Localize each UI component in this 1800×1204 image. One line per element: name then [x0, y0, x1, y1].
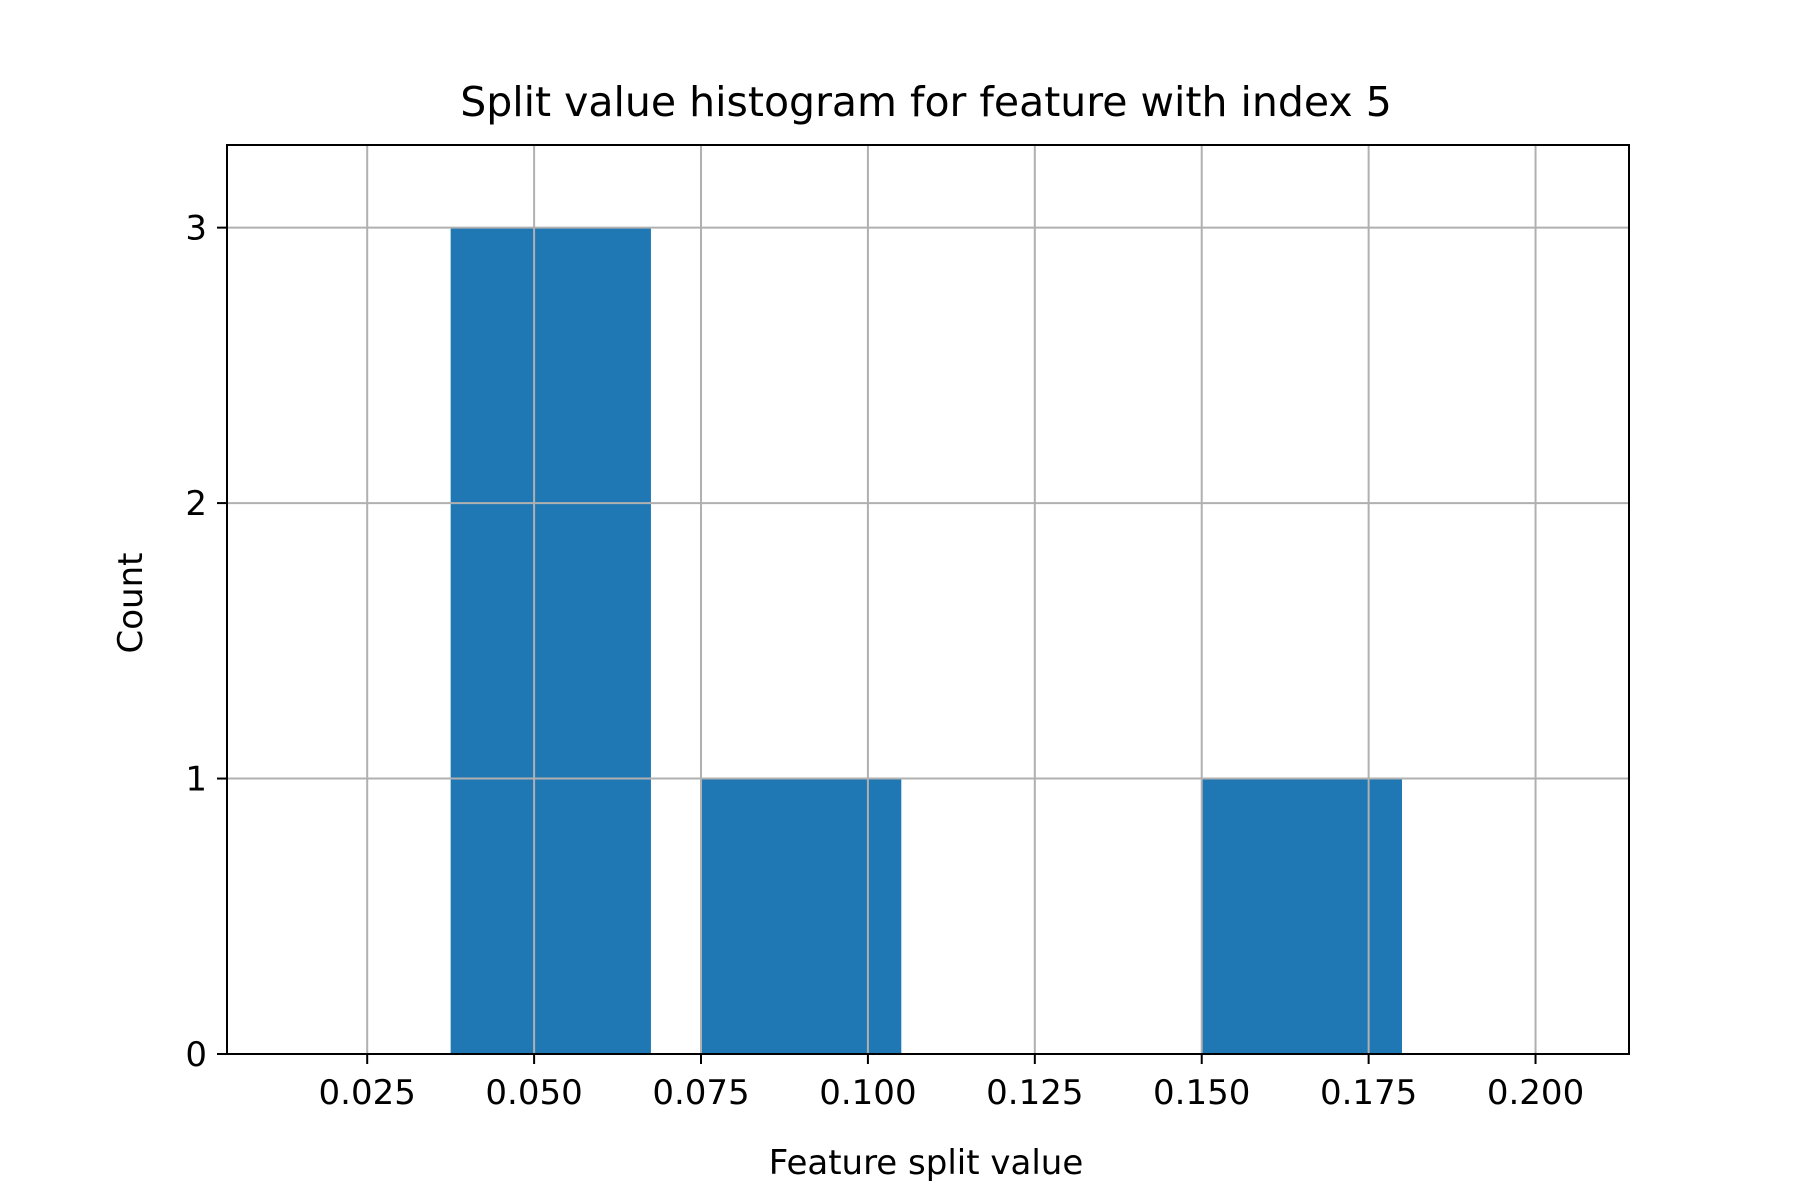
x-tick-label-2: 0.050	[485, 1073, 582, 1113]
x-axis-label: Feature split value	[769, 1143, 1083, 1183]
x-tick-label-5: 0.125	[986, 1073, 1083, 1113]
x-tick-label-4: 0.100	[819, 1073, 916, 1113]
x-tick-label-1: 0.025	[319, 1073, 416, 1113]
y-tick-label-3: 2	[185, 484, 207, 524]
x-tick-label-6: 0.150	[1153, 1073, 1250, 1113]
y-tick-label-4: 3	[185, 209, 207, 249]
histogram-bar-1	[450, 227, 651, 1055]
histogram-bar-3	[1201, 778, 1403, 1054]
x-tick-label-7: 0.175	[1320, 1073, 1417, 1113]
y-tick-label-1: 0	[185, 1035, 207, 1075]
x-tick-label-8: 0.200	[1487, 1073, 1584, 1113]
x-tick-label-3: 0.075	[652, 1073, 749, 1113]
plot-frame	[226, 144, 1630, 1055]
y-axis-label: Count	[111, 553, 151, 654]
chart-title: Split value histogram for feature with i…	[460, 78, 1392, 126]
y-tick-label-2: 1	[185, 760, 207, 800]
histogram-bar-2	[701, 778, 902, 1054]
tick-layer: 0.025 0.050 0.075 0.100 0.125 0.150 0.175 0.200…	[185, 209, 1584, 1113]
axes-layer	[226, 144, 1630, 1055]
